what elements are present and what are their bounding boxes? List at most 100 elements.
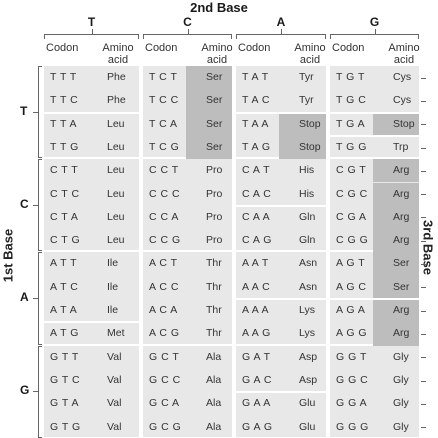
amino-acid-ACG: Thr	[206, 327, 222, 340]
third-base-tick	[421, 310, 426, 312]
amino-acid-AGC: Ser	[393, 280, 410, 293]
third-base-tick	[421, 77, 426, 79]
codon-CAT: C A T	[242, 164, 270, 177]
bracket-tick	[418, 34, 419, 39]
amino-acid-GAG: Glu	[299, 420, 316, 433]
amino-acid-CTA: Leu	[107, 210, 125, 223]
second-base-bracket-C	[143, 34, 232, 35]
amino-acid-CTC: Leu	[107, 187, 125, 200]
third-base-tick	[421, 427, 426, 429]
amino-acid-TGA: Stop	[393, 117, 415, 130]
amino-acid-CGA: Arg	[393, 210, 410, 223]
codon-CCG: C C G	[149, 234, 181, 247]
codon-TGG: T G G	[336, 140, 367, 153]
codon-CCA: C C A	[149, 210, 179, 223]
first-base-bracket	[38, 66, 39, 158]
second-base-bracket-G	[330, 34, 419, 35]
highlight-cell	[373, 112, 419, 136]
amino-acid-CGG: Arg	[393, 234, 410, 247]
third-base-tick	[421, 357, 426, 359]
third-base-tick	[421, 333, 426, 335]
first-base-bracket	[38, 66, 42, 67]
group-divider	[330, 298, 419, 300]
codon-TCA: T C A	[149, 117, 178, 130]
amino-acid-TAT: Tyr	[299, 71, 314, 83]
amino-acid-TAG: Stop	[299, 140, 321, 153]
codon-GCC: G C C	[149, 373, 181, 386]
codon-TAA: T A A	[242, 117, 269, 130]
group-divider	[44, 111, 139, 114]
first-base-bracket	[33, 391, 38, 393]
highlight-cell	[373, 252, 419, 276]
amino-acid-CCT: Pro	[206, 164, 223, 177]
bracket-tick	[143, 34, 144, 39]
third-base-tick	[421, 240, 426, 242]
codon-AGG: A G G	[336, 327, 368, 340]
column-header-amino-acid: Amino acid	[388, 42, 420, 66]
codon-GAA: G A A	[242, 397, 271, 410]
codon-CTC: C T C	[50, 187, 80, 200]
amino-acid-GGG: Gly	[393, 420, 409, 433]
amino-acid-GGA: Gly	[393, 397, 409, 410]
codon-GGT: G G T	[336, 350, 367, 363]
amino-acid-GGC: Gly	[393, 373, 409, 386]
codon-TTT: T T T	[50, 71, 77, 83]
amino-acid-AAG: Lys	[299, 327, 315, 340]
codon-GTC: G T C	[50, 373, 81, 386]
group-divider	[330, 111, 419, 114]
amino-acid-TCC: Ser	[206, 94, 223, 107]
codon-ACC: A C C	[149, 280, 179, 293]
first-base-letter-A: A	[20, 290, 29, 304]
bracket-tick	[187, 29, 189, 34]
second-base-letter-A: A	[276, 15, 286, 29]
amino-acid-TGG: Trp	[393, 140, 409, 153]
highlight-cell	[373, 159, 419, 183]
codon-ACG: A C G	[149, 327, 180, 340]
amino-acid-CAA: Gln	[299, 210, 316, 223]
amino-acid-TCT: Ser	[206, 71, 223, 83]
amino-acid-CAT: His	[299, 164, 315, 177]
codon-TGC: T G C	[336, 94, 367, 107]
column-header-amino-acid: Amino acid	[294, 42, 326, 66]
amino-acid-CCA: Pro	[206, 210, 223, 223]
codon-AAA: A A A	[242, 304, 270, 316]
codon-AGT: A G T	[336, 257, 366, 270]
amino-acid-TCG: Ser	[206, 140, 223, 153]
column-header-codon: Codon	[332, 42, 365, 54]
codon-block	[44, 345, 139, 437]
group-divider	[330, 134, 419, 137]
amino-acid-GCT: Ala	[206, 350, 222, 363]
codon-TCC: T C C	[149, 94, 179, 107]
amino-acid-GCA: Ala	[206, 397, 222, 410]
third-base-tick	[421, 124, 426, 126]
first-base-bracket	[38, 159, 42, 161]
second-base-letter-C: C	[183, 15, 192, 29]
codon-ATG: A T G	[50, 327, 79, 340]
amino-acid-GAA: Glu	[299, 397, 316, 410]
highlight-cell	[279, 135, 326, 160]
amino-acid-TCA: Ser	[206, 117, 223, 130]
codon-TAC: T A C	[242, 94, 270, 107]
codon-TCG: T C G	[149, 140, 180, 153]
codon-TGT: T G T	[336, 71, 365, 83]
group-divider	[44, 321, 139, 324]
column-header-amino-acid: Amino acid	[102, 42, 134, 66]
bracket-tick	[325, 34, 326, 39]
codon-CGC: C G C	[336, 187, 368, 200]
amino-acid-GCC: Ala	[206, 373, 222, 386]
codon-ATA: A T A	[50, 304, 78, 316]
first-base-letter-G: G	[20, 383, 30, 398]
column-header-codon: Codon	[238, 42, 271, 54]
first-base-bracket	[38, 252, 39, 344]
amino-acid-CAC: His	[299, 187, 315, 200]
codon-GGG: G G G	[336, 420, 369, 433]
codon-AGC: A G C	[336, 280, 367, 293]
highlight-cell	[279, 112, 326, 136]
amino-acid-ATC: Ile	[107, 280, 119, 293]
second-base-bracket-T	[44, 34, 139, 35]
column-header-amino-acid: Amino acid	[201, 42, 233, 66]
first-base-bracket	[33, 298, 38, 299]
codon-GAC: G A C	[242, 373, 272, 386]
amino-acid-TTC: Phe	[107, 94, 126, 107]
amino-acid-TTG: Leu	[107, 140, 125, 153]
